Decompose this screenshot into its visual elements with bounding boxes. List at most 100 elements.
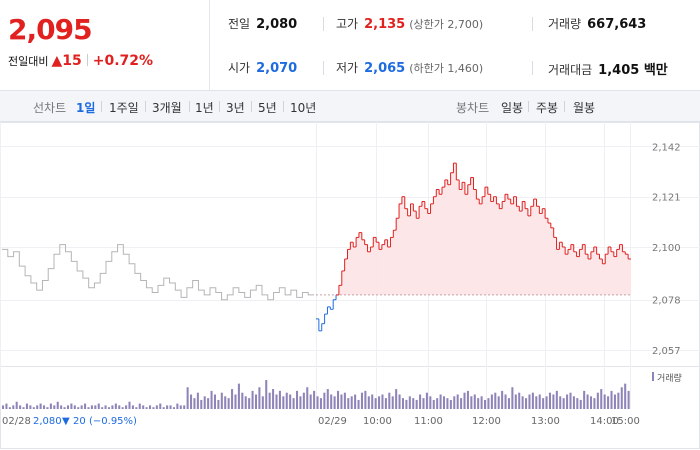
stat-volume: 거래량 667,643 <box>548 15 646 32</box>
volume-bar <box>114 403 117 409</box>
volume-bar <box>193 398 196 410</box>
tab-3m[interactable]: 3개월 <box>152 101 182 115</box>
volume-bar <box>73 405 76 410</box>
volume-bar <box>227 398 230 410</box>
chart-tabs: 선차트 1일 1주일 3개월 1년 3년 5년 10년 봉차트 일봉 주봉 월봉 <box>0 91 700 122</box>
volume-bar <box>162 407 165 409</box>
volume-bar <box>412 398 415 410</box>
volume-bar <box>603 394 606 409</box>
volume-bar <box>521 396 524 409</box>
volume-bar <box>295 390 299 410</box>
volume-bar <box>613 394 616 409</box>
volume-bar <box>200 399 203 409</box>
volume-bar <box>152 407 155 409</box>
volume-bar <box>258 387 261 409</box>
volume-bar <box>176 403 179 409</box>
stat-value: 2,070 <box>256 61 298 76</box>
volume-bar <box>562 398 565 410</box>
volume-bar <box>36 405 39 410</box>
volume-bar <box>408 396 411 409</box>
volume-bar <box>248 398 251 410</box>
volume-bar <box>166 405 169 410</box>
volume-bar <box>360 392 363 409</box>
volume-bar <box>405 399 408 409</box>
stat-value: 1,405 백만 <box>598 63 668 78</box>
volume-bar <box>118 405 121 410</box>
volume-bar <box>381 394 384 409</box>
tab-1d[interactable]: 1일 <box>76 101 96 115</box>
volume-bar <box>528 394 531 409</box>
volume-bar <box>278 390 281 410</box>
candle-chart-label: 봉차트 <box>456 101 490 115</box>
volume-bar <box>436 398 439 410</box>
volume-bar <box>398 394 401 409</box>
stat-key: 저가 <box>336 61 359 75</box>
tab-daily[interactable]: 일봉 <box>501 101 524 115</box>
volume-bar <box>343 392 346 409</box>
divider <box>564 101 565 112</box>
volume-bar <box>237 383 240 410</box>
up-arrow-icon: ▲ <box>51 53 63 69</box>
above-base-fill <box>316 163 631 295</box>
volume-bar <box>504 394 507 409</box>
x-tick-label: 02/28 <box>2 416 31 427</box>
tab-3y[interactable]: 3년 <box>226 101 245 115</box>
tab-5y[interactable]: 5년 <box>258 101 277 115</box>
volume-bar <box>251 390 254 410</box>
volume-bar <box>19 405 22 410</box>
volume-bar <box>548 392 552 409</box>
divider <box>532 61 533 75</box>
volume-bar <box>145 407 148 409</box>
change-label: 전일대비 <box>8 55 49 68</box>
volume-bar <box>104 405 107 410</box>
volume-bar <box>25 403 28 409</box>
volume-bar <box>326 389 329 409</box>
volume-bar <box>319 398 322 410</box>
volume-bar <box>183 405 186 410</box>
volume-bar <box>330 394 333 409</box>
stat-key: 고가 <box>336 17 359 31</box>
volume-bar <box>337 390 340 410</box>
volume-bar <box>555 390 558 410</box>
volume-bar <box>275 394 278 409</box>
tab-10y[interactable]: 10년 <box>290 101 317 115</box>
volume-bar <box>552 394 555 409</box>
tab-1w[interactable]: 1주일 <box>109 101 139 115</box>
price-change: 전일대비 ▲15 +0.72% <box>8 53 153 69</box>
volume-bar <box>364 390 367 410</box>
line-chart-label: 선차트 <box>33 101 67 115</box>
stat-value: 2,135 <box>364 17 406 32</box>
volume-bar <box>2 405 5 410</box>
volume-bar <box>169 405 172 410</box>
divider <box>283 101 284 112</box>
tab-1y[interactable]: 1년 <box>195 101 214 115</box>
volume-bar <box>384 398 387 410</box>
volume-bar <box>84 403 87 409</box>
volume-bar <box>70 403 73 409</box>
volume-bar <box>439 394 442 409</box>
tab-monthly[interactable]: 월봉 <box>573 101 596 115</box>
prev-change-value: 20 <box>73 416 86 427</box>
volume-bar <box>254 394 258 409</box>
volume-bar <box>306 387 309 409</box>
current-price: 2,095 <box>8 13 93 46</box>
volume-bar <box>97 403 100 409</box>
volume-bar <box>316 396 319 409</box>
price-chart: 2,142 2,121 2,100 2,078 2,057 02/29 10:00 11:0… <box>0 122 700 449</box>
x-tick-label: 15:00 <box>611 416 640 427</box>
stat-open: 시가 2,070 <box>228 59 297 76</box>
volume-bar <box>87 407 90 409</box>
x-tick-label: 13:00 <box>531 416 560 427</box>
volume-bar <box>241 392 244 409</box>
volume-bar <box>261 396 264 409</box>
tab-weekly[interactable]: 주봉 <box>536 101 559 115</box>
divider <box>145 101 146 112</box>
volume-bar <box>422 398 425 410</box>
volume-bar <box>43 405 46 410</box>
chart-fills <box>316 163 631 296</box>
volume-bar <box>610 390 613 410</box>
volume-bar <box>535 396 538 409</box>
volume-bar <box>39 403 42 409</box>
volume-bar <box>484 399 487 409</box>
